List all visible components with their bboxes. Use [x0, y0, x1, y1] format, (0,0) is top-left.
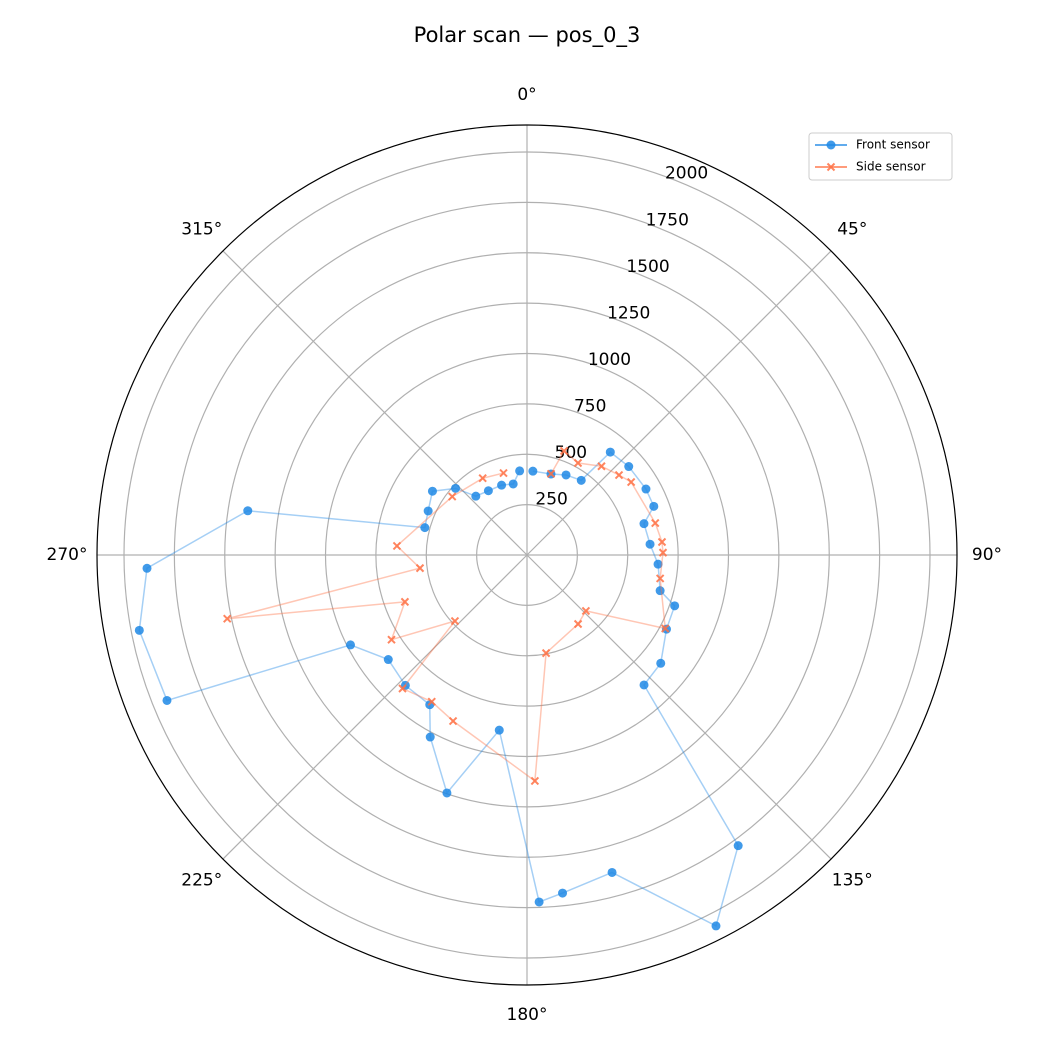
- point: [243, 506, 253, 516]
- point: [497, 480, 507, 490]
- point: [142, 563, 152, 573]
- point: [670, 601, 680, 611]
- point: [733, 841, 743, 851]
- theta-tick-label: 180°: [507, 1005, 548, 1025]
- point: [626, 477, 636, 487]
- point: [478, 474, 487, 483]
- point: [425, 732, 435, 742]
- r-tick-label: 250: [535, 490, 567, 510]
- point: [641, 484, 651, 494]
- point: [573, 458, 583, 468]
- point: [420, 523, 430, 533]
- point: [597, 462, 606, 471]
- grid-spoke: [222, 554, 528, 860]
- grid: [97, 125, 957, 985]
- point: [134, 625, 144, 635]
- theta-tick-label: 135°: [832, 870, 873, 890]
- point: [541, 648, 551, 658]
- point: [398, 684, 407, 693]
- point: [423, 506, 433, 516]
- point: [223, 614, 232, 623]
- point: [656, 658, 666, 668]
- point: [653, 559, 663, 569]
- point: [427, 486, 437, 496]
- r-tick-label: 500: [555, 443, 587, 463]
- r-tick-label: 1250: [607, 303, 650, 323]
- point: [655, 586, 665, 596]
- point: [546, 469, 556, 479]
- theta-tick-label: 45°: [837, 220, 867, 240]
- point: [576, 475, 586, 485]
- point: [483, 486, 493, 496]
- point: [655, 574, 665, 583]
- point: [515, 466, 525, 476]
- point: [605, 447, 615, 457]
- legend-marker: [826, 162, 836, 172]
- theta-tick-label: 270°: [47, 545, 88, 565]
- point: [639, 519, 649, 529]
- point: [711, 921, 721, 931]
- point: [448, 492, 457, 501]
- theta-tick-label: 315°: [181, 220, 222, 240]
- point: [657, 537, 667, 547]
- point: [162, 695, 172, 705]
- point: [651, 518, 660, 528]
- r-tick-label: 2000: [665, 164, 708, 184]
- chart-title: Polar scan — pos_0_3: [414, 23, 641, 48]
- point: [658, 548, 668, 557]
- point: [645, 539, 655, 549]
- legend-label: Side sensor: [856, 160, 926, 174]
- point: [451, 483, 461, 493]
- r-tick-label: 1750: [646, 210, 689, 230]
- point: [400, 597, 410, 607]
- point: [559, 446, 569, 456]
- grid-spoke: [526, 554, 832, 860]
- point: [624, 462, 634, 472]
- r-tick-label: 1500: [626, 257, 669, 277]
- legend: Front sensor Side sensor: [808, 132, 953, 181]
- theta-tick-label: 90°: [972, 545, 1002, 565]
- point: [528, 466, 538, 476]
- point: [530, 776, 540, 786]
- point: [534, 897, 544, 907]
- grid-spoke: [526, 250, 832, 556]
- point: [415, 563, 425, 573]
- theta-tick-label: 225°: [181, 870, 222, 890]
- point: [661, 624, 670, 633]
- point: [346, 640, 356, 650]
- point: [427, 697, 436, 706]
- polar-frame: [96, 124, 958, 986]
- point: [471, 491, 481, 501]
- point: [639, 680, 649, 690]
- point: [450, 616, 460, 626]
- point: [387, 635, 396, 644]
- point: [607, 867, 617, 877]
- point: [448, 716, 458, 726]
- point: [442, 788, 452, 798]
- legend-marker: [826, 140, 836, 150]
- point: [392, 541, 402, 551]
- point: [499, 468, 508, 478]
- point: [649, 501, 659, 511]
- point: [383, 655, 393, 665]
- legend-label: Front sensor: [856, 138, 930, 152]
- point: [573, 619, 583, 629]
- point: [561, 470, 571, 480]
- point: [581, 606, 591, 616]
- point: [614, 470, 624, 480]
- theta-tick-label: 0°: [517, 85, 536, 105]
- point: [508, 479, 518, 489]
- r-tick-label: 750: [574, 396, 606, 416]
- r-tick-label: 1000: [588, 350, 631, 370]
- grid-spoke: [222, 250, 528, 556]
- point: [558, 888, 568, 898]
- point: [494, 725, 504, 735]
